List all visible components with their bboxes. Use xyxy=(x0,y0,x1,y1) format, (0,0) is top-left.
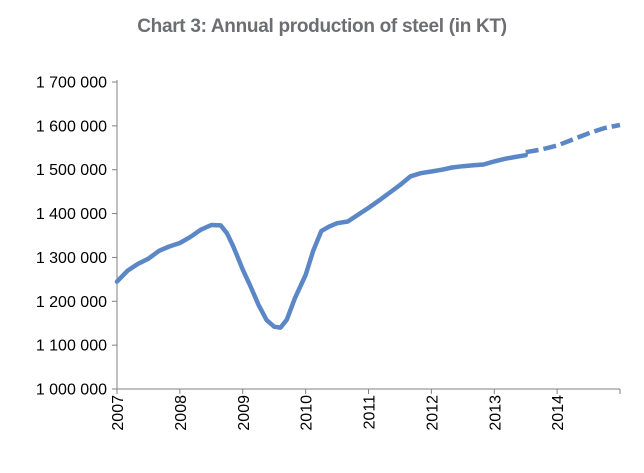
x-tick-label: 2011 xyxy=(362,395,379,430)
x-tick-label: 2010 xyxy=(299,395,316,431)
y-tick-label: 1 400 000 xyxy=(36,206,107,223)
x-tick-label: 2009 xyxy=(236,395,253,431)
y-tick-label: 1 100 000 xyxy=(36,338,107,355)
x-tick-label: 2014 xyxy=(550,395,567,431)
y-tick-label: 1 500 000 xyxy=(36,162,107,179)
forecast-series-line xyxy=(525,122,621,155)
x-tick-label: 2007 xyxy=(110,395,127,431)
x-tick-label: 2013 xyxy=(487,395,504,431)
y-tick-label: 1 600 000 xyxy=(36,118,107,135)
y-tick-label: 1 200 000 xyxy=(36,294,107,311)
y-tick-label: 1 000 000 xyxy=(36,382,107,399)
y-tick-label: 1 700 000 xyxy=(36,75,107,92)
actual-series-line xyxy=(114,152,528,330)
x-tick-label: 2008 xyxy=(173,395,190,431)
x-tick-label: 2012 xyxy=(424,395,441,431)
y-tick-label: 1 300 000 xyxy=(36,250,107,267)
chart-title: Chart 3: Annual production of steel (in … xyxy=(137,16,507,37)
